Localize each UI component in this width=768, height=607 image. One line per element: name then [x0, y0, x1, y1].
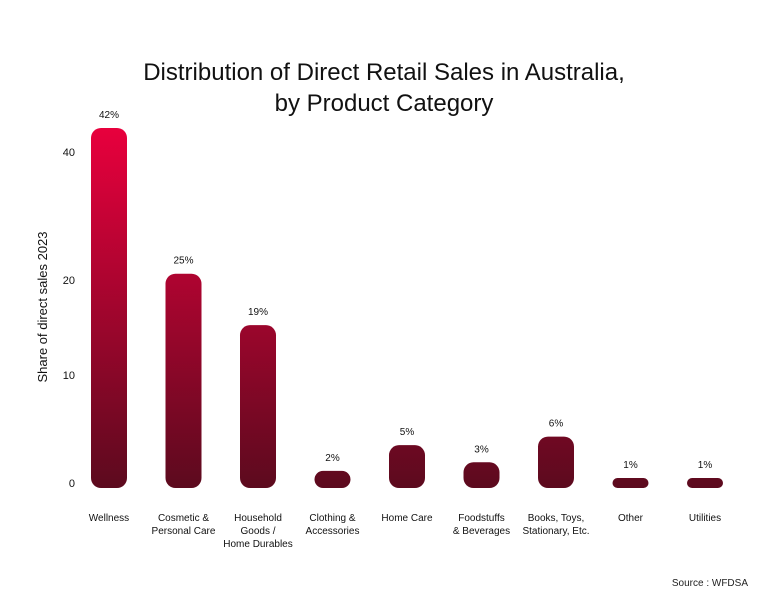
y-tick-label: 20	[63, 275, 75, 287]
data-label: 1%	[698, 460, 713, 471]
bar	[687, 478, 723, 488]
data-label: 25%	[173, 256, 193, 267]
category-labels-group: Wellness Cosmetic & Personal Care Household…	[89, 513, 721, 550]
category-label: Books, Toys, Stationary, Etc.	[522, 513, 589, 537]
source-note: Source : WFDSA	[672, 578, 748, 589]
category-label: Other	[618, 513, 644, 524]
bar	[612, 478, 649, 488]
data-label: 3%	[474, 444, 489, 455]
data-label: 1%	[623, 460, 638, 471]
category-label-line: Cosmetic &	[158, 513, 209, 524]
category-label-line: Household	[234, 513, 282, 524]
category-label-line: & Beverages	[453, 526, 510, 537]
chart-title-line-2: by Product Category	[275, 90, 494, 117]
category-label-line: Personal Care	[152, 526, 216, 537]
data-labels-group: 42% 25% 19% 2% 5% 3% 6% 1% 1%	[99, 110, 712, 471]
bar	[314, 470, 351, 488]
category-label-line: Home Durables	[223, 539, 292, 550]
category-label-line: Foodstuffs	[458, 513, 505, 524]
chart-title-line-1: Distribution of Direct Retail Sales in A…	[143, 59, 625, 86]
bar	[389, 445, 425, 488]
data-label: 6%	[549, 419, 564, 430]
y-tick-label: 0	[69, 478, 75, 490]
bar	[463, 462, 500, 488]
bar	[538, 436, 574, 488]
category-label-line: Books, Toys,	[528, 513, 585, 524]
category-label-line: Accessories	[306, 526, 360, 537]
category-label-line: Other	[618, 513, 644, 524]
bars-group	[91, 128, 723, 488]
data-label: 19%	[248, 307, 268, 318]
category-label-line: Goods /	[240, 526, 275, 537]
data-label: 2%	[325, 453, 340, 464]
y-axis-ticks: 0 10 20 40	[63, 147, 75, 490]
bar	[91, 128, 127, 488]
category-label: Wellness	[89, 513, 129, 524]
category-label: Cosmetic & Personal Care	[152, 513, 216, 537]
category-label-line: Home Care	[381, 513, 433, 524]
y-tick-label: 10	[63, 370, 75, 382]
category-label-line: Utilities	[689, 513, 721, 524]
bar	[240, 325, 276, 488]
y-axis-label: Share of direct sales 2023	[35, 231, 50, 382]
data-label: 42%	[99, 110, 119, 121]
category-label-line: Wellness	[89, 513, 129, 524]
category-label: Utilities	[689, 513, 721, 524]
category-label-line: Stationary, Etc.	[522, 526, 589, 537]
data-label: 5%	[400, 427, 415, 438]
category-label-line: Clothing &	[309, 513, 355, 524]
category-label: Clothing & Accessories	[306, 513, 360, 537]
category-label: Household Goods / Home Durables	[223, 513, 292, 550]
bar	[165, 273, 202, 488]
category-label: Home Care	[381, 513, 433, 524]
y-tick-label: 40	[63, 147, 75, 159]
category-label: Foodstuffs & Beverages	[453, 513, 510, 537]
